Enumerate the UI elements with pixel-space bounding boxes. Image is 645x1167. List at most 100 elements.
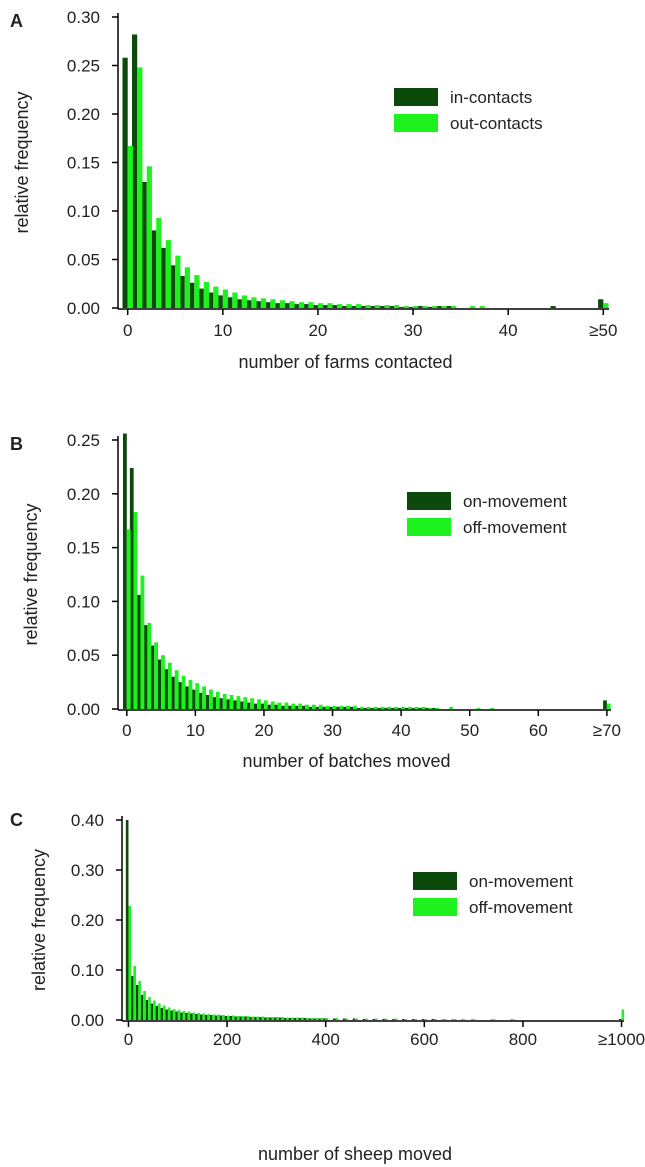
panel-c-bar-series2 bbox=[172, 1009, 176, 1020]
panel-b-bar-series2 bbox=[421, 706, 426, 709]
panel-b-bar-series2 bbox=[222, 693, 227, 709]
panel-c-legend-label: on-movement bbox=[469, 872, 573, 891]
panel-a-bar-series1 bbox=[341, 306, 347, 308]
panel-a-bar-series2 bbox=[165, 240, 171, 308]
panel-c-bar-series2 bbox=[281, 1017, 284, 1020]
panel-b-bar-series2 bbox=[174, 670, 179, 709]
panel-a-bar-series1 bbox=[236, 299, 242, 308]
panel-c-bar-series2 bbox=[241, 1016, 245, 1020]
panel-b-bar-series1 bbox=[369, 707, 374, 709]
panel-a-y-tick-label: 0.15 bbox=[67, 154, 100, 173]
panel-b-y-tick-label: 0.00 bbox=[67, 700, 100, 719]
panel-c-bar-series2 bbox=[310, 1018, 314, 1020]
panel-a-bar-series2 bbox=[327, 303, 333, 308]
panel-c-bar-series1 bbox=[421, 1019, 425, 1020]
panel-b-bar-series2 bbox=[311, 704, 316, 709]
panel-c-bar-series1 bbox=[150, 1003, 154, 1020]
panel-c-bar-series2 bbox=[177, 1010, 181, 1020]
panel-c-bar-series1 bbox=[254, 1017, 257, 1020]
panel-a-bar-series1 bbox=[417, 306, 423, 308]
panel-c-bar-series1 bbox=[234, 1016, 237, 1020]
panel-c-bar-series1 bbox=[244, 1016, 247, 1020]
panel-c-bar-series1 bbox=[318, 1018, 321, 1020]
panel-a-bar-series1 bbox=[208, 292, 214, 308]
panel-c-bar-series1 bbox=[194, 1014, 198, 1020]
panel-b-bar-series1 bbox=[260, 703, 264, 709]
panel-c-x-axis-title: number of sheep moved bbox=[258, 1144, 452, 1164]
panel-c-bar-series2 bbox=[453, 1019, 457, 1020]
panel-a-bar-series1 bbox=[170, 265, 176, 308]
panel-c-bar-series1 bbox=[510, 1019, 514, 1020]
panel-b-bar-series2 bbox=[209, 689, 213, 709]
panel-a-y-tick-label: 0.25 bbox=[67, 57, 100, 76]
panel-c-bar-series2 bbox=[158, 1003, 161, 1020]
panel-c-x-tick-label: 400 bbox=[312, 1030, 340, 1049]
panel-a-bar-series1 bbox=[160, 247, 166, 308]
panel-c-bar-series1 bbox=[180, 1012, 183, 1020]
panel-c-bar-series1 bbox=[229, 1016, 233, 1020]
panel-a-bar-series1 bbox=[550, 306, 556, 308]
panel-c-bar-series2 bbox=[133, 966, 136, 1020]
panel-a-bar-series2 bbox=[355, 304, 362, 308]
panel-b-y-axis-title: relative frequency bbox=[21, 503, 41, 645]
panel-c-bar-series1 bbox=[352, 1018, 356, 1020]
panel-c-bar-series2 bbox=[251, 1016, 255, 1020]
panel-b-bar-series2 bbox=[202, 686, 207, 709]
panel-c-bar-series1 bbox=[451, 1019, 454, 1020]
panel-a-bar-series2 bbox=[270, 299, 276, 308]
panel-c-bar-series2 bbox=[207, 1014, 210, 1020]
panel-c-bar-series1 bbox=[165, 1009, 168, 1020]
panel-a-bar-series1 bbox=[445, 306, 452, 308]
panel-b-bar-series2 bbox=[401, 706, 405, 709]
panel-a-bar-series1 bbox=[350, 306, 356, 308]
panel-c-bar-series2 bbox=[404, 1019, 408, 1020]
panel-a-bar-series2 bbox=[241, 295, 248, 308]
panel-c-bar-series1 bbox=[362, 1019, 366, 1020]
panel-a-bar-series1 bbox=[122, 57, 128, 308]
panel-c-bar-series2 bbox=[212, 1014, 215, 1020]
panel-c-bar-series2 bbox=[463, 1019, 467, 1020]
panel-a-bar-series2 bbox=[137, 67, 143, 308]
panel-c-bar-series2 bbox=[143, 991, 146, 1020]
panel-b-bar-series1 bbox=[129, 467, 134, 709]
panel-c-bar-series1 bbox=[293, 1018, 297, 1020]
panel-c-bar-series1 bbox=[471, 1019, 474, 1020]
panel-c-bar-series1 bbox=[618, 1019, 622, 1020]
panel-c-x-tick-label: 0 bbox=[124, 1030, 133, 1049]
panel-b-bar-series2 bbox=[407, 706, 412, 709]
panel-c-y-tick-label: 0.30 bbox=[71, 861, 104, 880]
panel-c-bar-series1 bbox=[219, 1015, 223, 1020]
panel-b-bar-series1 bbox=[376, 707, 381, 709]
panel-b-bar-series1 bbox=[294, 705, 299, 709]
panel-c-bar-series2 bbox=[473, 1019, 477, 1020]
panel-c-bar-series1 bbox=[342, 1018, 346, 1020]
panel-a-bar-series1 bbox=[189, 282, 195, 308]
panel-b-bar-series2 bbox=[126, 529, 131, 709]
panel-c-x-tick-label: 600 bbox=[410, 1030, 438, 1049]
panel-c-bar-series2 bbox=[375, 1018, 378, 1020]
panel-c-bar-series2 bbox=[621, 1009, 625, 1020]
panel-a-bar-series2 bbox=[346, 304, 352, 308]
panel-c-bar-series2 bbox=[286, 1017, 289, 1020]
panel-a-bar-series2 bbox=[336, 304, 343, 308]
panel-b-bar-series1 bbox=[157, 659, 162, 709]
panel-a-legend-label: in-contacts bbox=[450, 88, 532, 107]
panel-b-bar-series1 bbox=[184, 686, 189, 709]
panel-c-legend-label: off-movement bbox=[469, 898, 573, 917]
panel-a-bar-series1 bbox=[388, 306, 395, 308]
panel-a-bar-series1 bbox=[303, 304, 309, 308]
panel-b-bar-series1 bbox=[171, 676, 175, 709]
panel-a-bar-series1 bbox=[407, 307, 414, 308]
panel-b-x-tick-label: 40 bbox=[392, 721, 411, 740]
panel-c-bar-series1 bbox=[441, 1019, 445, 1020]
panel-c-bar-series1 bbox=[323, 1018, 326, 1020]
panel-a-bar-series2 bbox=[298, 302, 305, 308]
panel-b-bar-series1 bbox=[431, 707, 436, 709]
panel-b-x-tick-label: 0 bbox=[122, 721, 131, 740]
panel-a-bar-series2 bbox=[603, 303, 609, 308]
panel-c-bar-series1 bbox=[130, 976, 134, 1020]
panel-a-bar-series2 bbox=[156, 217, 162, 308]
panel-a-bar-series2 bbox=[441, 306, 447, 308]
panel-b-x-tick-label: 10 bbox=[186, 721, 205, 740]
panel-b-bar-series1 bbox=[301, 705, 306, 709]
